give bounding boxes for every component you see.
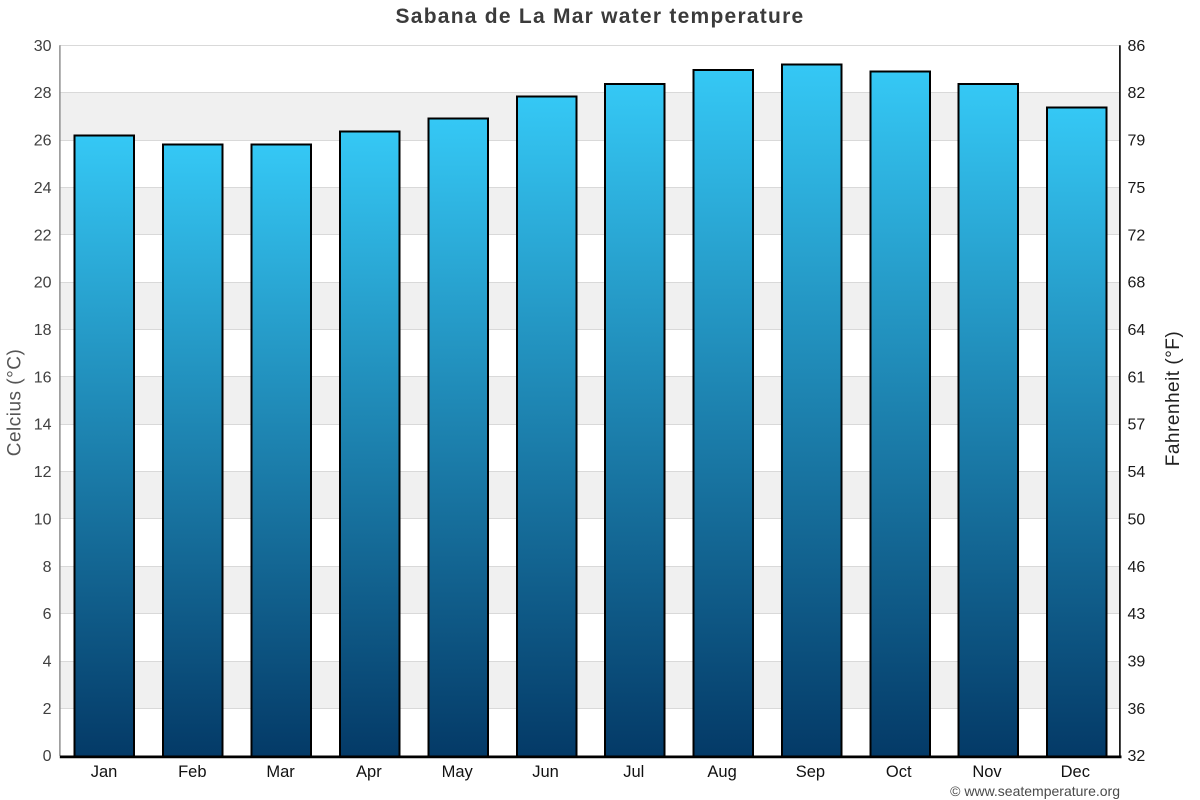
- svg-text:Nov: Nov: [972, 763, 1002, 781]
- svg-text:22: 22: [34, 227, 52, 244]
- svg-text:6: 6: [43, 606, 52, 623]
- svg-text:50: 50: [1128, 511, 1146, 528]
- svg-text:Mar: Mar: [266, 763, 295, 781]
- svg-text:57: 57: [1128, 417, 1146, 434]
- svg-text:Jul: Jul: [623, 763, 644, 781]
- svg-text:Celcius (°C): Celcius (°C): [5, 349, 26, 457]
- svg-text:43: 43: [1128, 606, 1146, 623]
- svg-text:24: 24: [34, 180, 52, 197]
- svg-text:28: 28: [34, 85, 52, 102]
- svg-text:36: 36: [1128, 701, 1146, 718]
- svg-text:8: 8: [43, 559, 52, 576]
- svg-text:64: 64: [1128, 322, 1146, 339]
- svg-text:86: 86: [1128, 38, 1146, 55]
- svg-text:Jun: Jun: [532, 763, 559, 781]
- svg-text:Oct: Oct: [886, 763, 912, 781]
- svg-text:68: 68: [1128, 275, 1146, 292]
- svg-text:12: 12: [34, 464, 52, 481]
- svg-text:46: 46: [1128, 559, 1146, 576]
- svg-text:54: 54: [1128, 464, 1146, 481]
- svg-text:79: 79: [1128, 133, 1146, 150]
- svg-text:2: 2: [43, 701, 52, 718]
- svg-text:4: 4: [43, 654, 52, 671]
- svg-text:20: 20: [34, 275, 52, 292]
- svg-text:14: 14: [34, 417, 52, 434]
- svg-text:© www.seatemperature.org: © www.seatemperature.org: [950, 783, 1120, 799]
- svg-text:Sep: Sep: [796, 763, 825, 781]
- svg-text:10: 10: [34, 511, 52, 528]
- svg-text:72: 72: [1128, 227, 1146, 244]
- svg-text:Aug: Aug: [707, 763, 736, 781]
- svg-text:May: May: [442, 763, 474, 781]
- svg-text:Fahrenheit (°F): Fahrenheit (°F): [1163, 331, 1184, 466]
- svg-text:Feb: Feb: [178, 763, 206, 781]
- svg-text:Sabana de La Mar water tempera: Sabana de La Mar water temperature: [396, 5, 805, 28]
- svg-text:61: 61: [1128, 369, 1146, 386]
- svg-text:Apr: Apr: [356, 763, 382, 781]
- svg-text:39: 39: [1128, 654, 1146, 671]
- svg-text:75: 75: [1128, 180, 1146, 197]
- svg-text:26: 26: [34, 133, 52, 150]
- svg-text:Dec: Dec: [1061, 763, 1090, 781]
- svg-text:82: 82: [1128, 85, 1146, 102]
- svg-text:18: 18: [34, 322, 52, 339]
- svg-text:Jan: Jan: [91, 763, 118, 781]
- svg-text:0: 0: [43, 748, 52, 765]
- svg-text:16: 16: [34, 369, 52, 386]
- svg-text:32: 32: [1128, 748, 1146, 765]
- svg-text:30: 30: [34, 38, 52, 55]
